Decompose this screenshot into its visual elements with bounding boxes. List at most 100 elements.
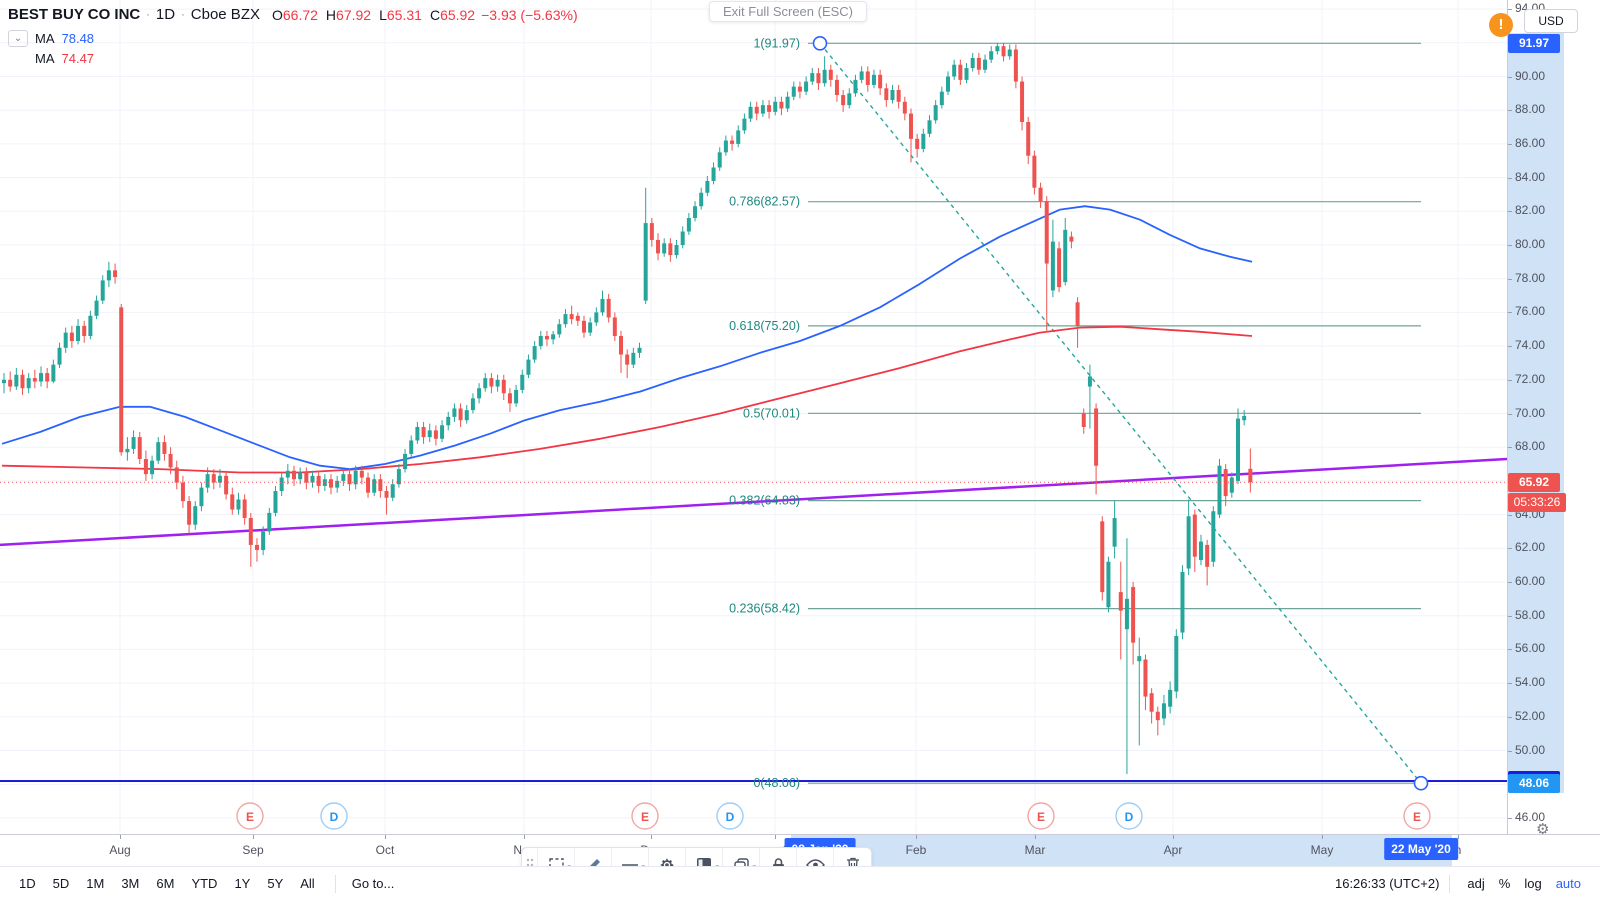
price-tick-label: 90.00 <box>1507 68 1546 83</box>
time-label: Apr <box>1163 843 1183 857</box>
fib-handle[interactable] <box>1413 775 1429 791</box>
bottom-toolbar: 1D 5D 1M 3M 6M YTD 1Y 5Y All Go to... 16:26:33 (… <box>0 866 1600 900</box>
ohlc-item: O66.72 <box>271 6 318 23</box>
alert-notification-icon[interactable]: ! <box>1489 13 1513 37</box>
price-tick-label: 84.00 <box>1507 169 1546 184</box>
price-badge: 65.92 <box>1508 472 1560 492</box>
log-scale-button[interactable]: log <box>1524 876 1542 891</box>
price-tick-label: 72.00 <box>1507 371 1546 386</box>
ohlc-values: O66.72 H67.92 L65.31 C65.92 <box>272 7 475 23</box>
range-button-5d[interactable]: 5D <box>52 876 70 891</box>
time-tick <box>524 835 525 839</box>
price-tick-label: 74.00 <box>1507 338 1546 353</box>
exchange-label[interactable]: Cboe BZX <box>190 6 260 23</box>
time-tick <box>253 835 254 839</box>
time-label: Feb <box>905 843 927 857</box>
currency-usd-button[interactable]: USD <box>1524 9 1578 33</box>
range-button-6m[interactable]: 6M <box>156 876 175 891</box>
time-tick <box>651 835 652 839</box>
dividend-marker[interactable] <box>320 802 348 830</box>
earnings-marker[interactable] <box>236 802 264 830</box>
fib-level-label: 0.236(58.42) <box>729 602 800 616</box>
fib-level-label: 0.5(70.01) <box>743 406 800 420</box>
price-tick-label: 80.00 <box>1507 237 1546 251</box>
candles <box>2 42 1253 775</box>
time-tick <box>385 835 386 839</box>
price-tick-label: 62.00 <box>1507 540 1546 555</box>
time-label: Oct <box>375 843 395 857</box>
price-tick-label: 76.00 <box>1507 304 1546 319</box>
fib-retracement[interactable]: 1(91.97) 0.786(82.57) 0.618(75.20) 0.5(70.0… <box>729 36 1429 791</box>
range-button-3m[interactable]: 3M <box>121 876 140 891</box>
separator-dot: · <box>181 8 185 21</box>
range-button-1m[interactable]: 1M <box>86 876 105 891</box>
adjust-data-button[interactable]: adj <box>1467 876 1485 891</box>
price-tick-label: 50.00 <box>1507 742 1546 757</box>
price-axis-fib-highlight <box>1508 33 1564 794</box>
time-label: Mar <box>1024 843 1046 857</box>
dividend-marker[interactable] <box>1115 802 1143 830</box>
fib-level-label: 0(48.06) <box>753 776 800 790</box>
ma-fast-value: 78.48 <box>61 31 95 46</box>
earnings-marker[interactable] <box>631 802 659 830</box>
fib-level-label: 0.382(64.83) <box>729 494 800 508</box>
time-axis-fib-highlight <box>791 835 1452 867</box>
event-markers: E E E ED D D <box>236 802 1431 830</box>
svg-text:E: E <box>246 810 254 824</box>
exit-fullscreen-tooltip[interactable]: Exit Full Screen (ESC) <box>708 1 868 22</box>
range-button-ytd[interactable]: YTD <box>191 876 218 891</box>
time-tick <box>1322 835 1323 839</box>
price-tick-label: 46.00 <box>1507 809 1546 824</box>
svg-text:D: D <box>726 810 735 824</box>
price-tick-label: 78.00 <box>1507 270 1546 285</box>
range-button-5y[interactable]: 5Y <box>267 876 284 891</box>
timeframe-label[interactable]: 1D <box>155 6 176 23</box>
ma-slow-label[interactable]: MA <box>35 51 55 66</box>
price-tick-label: 56.00 <box>1507 641 1546 656</box>
time-label: n <box>1454 843 1462 857</box>
price-tick-label: 82.00 <box>1507 203 1546 218</box>
date-badge: 22 May '20 <box>1384 838 1458 860</box>
time-label: Aug <box>109 843 131 857</box>
earnings-marker[interactable] <box>1403 802 1431 830</box>
svg-text:E: E <box>1413 810 1421 824</box>
time-tick <box>775 835 776 839</box>
fib-handle[interactable] <box>812 36 828 51</box>
price-badge: 48.06 <box>1508 773 1560 793</box>
divider <box>1449 874 1451 893</box>
time-tick <box>1173 835 1174 839</box>
fib-level-label: 0.618(75.20) <box>729 319 800 333</box>
auto-scale-button[interactable]: auto <box>1555 876 1581 891</box>
divider <box>334 874 336 893</box>
price-tick-label: 52.00 <box>1507 708 1546 723</box>
range-button-1d[interactable]: 1D <box>19 876 36 891</box>
symbol-title[interactable]: BEST BUY CO INC <box>8 6 141 23</box>
fib-level-label: 0.786(82.57) <box>729 195 800 209</box>
candlestick-chart[interactable]: 1(91.97) 0.786(82.57) 0.618(75.20) 0.5(70.0… <box>0 0 1507 834</box>
earnings-marker[interactable] <box>1027 802 1055 830</box>
ma-slow-value: 74.47 <box>61 51 95 66</box>
dividend-marker[interactable] <box>716 802 744 830</box>
clock-timezone-button[interactable]: 16:26:33 (UTC+2) <box>1334 876 1440 891</box>
ma-fast-label[interactable]: MA <box>35 31 55 46</box>
ohlc-item: C65.92 <box>429 6 476 23</box>
price-tick-label: 88.00 <box>1507 102 1546 117</box>
time-tick <box>916 835 917 839</box>
range-button-1y[interactable]: 1Y <box>234 876 251 891</box>
range-buttons: 1D 5D 1M 3M 6M YTD 1Y 5Y All <box>12 876 325 891</box>
percent-scale-button[interactable]: % <box>1498 876 1511 891</box>
price-badge: 91.97 <box>1508 33 1560 53</box>
go-to-date-button[interactable]: Go to... <box>351 876 395 891</box>
chevron-down-icon[interactable]: ⌄ <box>8 30 28 47</box>
price-axis[interactable]: 94.0092.0090.0088.0086.0084.0082.0080.00… <box>1507 0 1600 838</box>
price-tick-label: 58.00 <box>1507 607 1546 622</box>
range-button-all[interactable]: All <box>300 876 315 891</box>
time-tick <box>120 835 121 839</box>
time-tick <box>1458 835 1459 839</box>
ma-slow-line <box>1 325 1253 474</box>
ma-fast-line <box>1 205 1253 471</box>
fib-level-label: 1(91.97) <box>753 36 800 50</box>
price-scale-settings-gear-icon[interactable]: ⚙ <box>1536 821 1550 838</box>
time-label: May <box>1310 843 1334 857</box>
